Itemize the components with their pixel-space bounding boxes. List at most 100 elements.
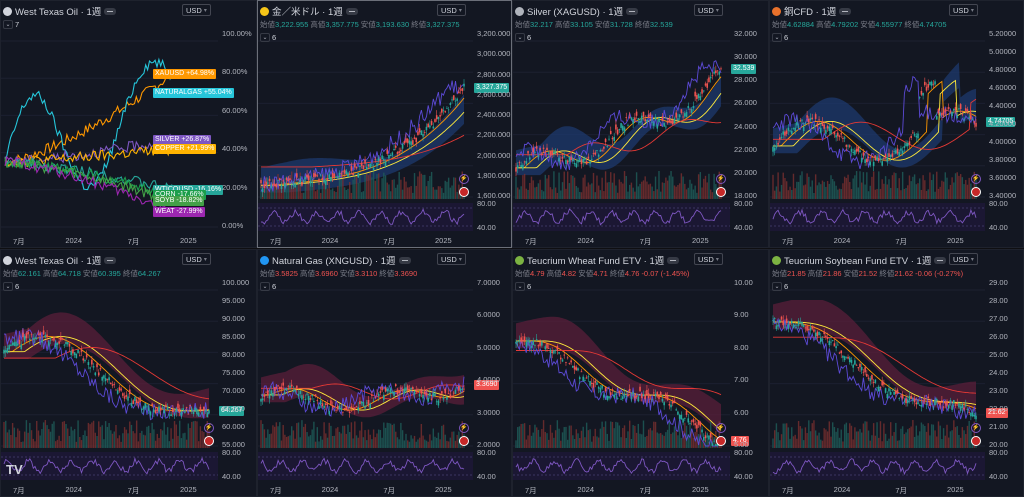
- chart-header[interactable]: Teucrium Wheat Fund ETV · 1週: [515, 253, 680, 267]
- symbol-title[interactable]: Silver (XAGUSD) · 1週: [527, 7, 624, 18]
- candle-body: [461, 88, 464, 91]
- flag-event-icon[interactable]: [971, 187, 981, 197]
- time-axis-label: 2024: [65, 485, 83, 494]
- chart-canvas[interactable]: [770, 250, 1024, 497]
- lightning-event-icon[interactable]: ⚡: [204, 423, 214, 433]
- collapse-legend-button[interactable]: [667, 256, 680, 264]
- volume-bar: [347, 188, 349, 199]
- currency-select[interactable]: USD ▾: [437, 4, 466, 16]
- compare-line-corn: [4, 156, 173, 199]
- chart-panel-wti-compare[interactable]: XAUUSD +64.98% NATURALGAS +55.04% SILVER +…: [0, 0, 257, 248]
- chart-canvas[interactable]: [513, 250, 769, 497]
- flag-event-icon[interactable]: [716, 436, 726, 446]
- symbol-title[interactable]: West Texas Oil · 1週: [15, 7, 102, 18]
- chart-panel-silver[interactable]: 32.539 ⚡ 80.00 40.00 32.000 30.000 28.000 26.00…: [512, 0, 769, 248]
- chevron-down-icon[interactable]: ⌄: [515, 32, 525, 42]
- lightning-event-icon[interactable]: ⚡: [459, 174, 469, 184]
- indicators-toggle[interactable]: ⌄ 6: [772, 281, 788, 291]
- collapse-legend-button[interactable]: [934, 256, 947, 264]
- symbol-title[interactable]: 金／米ドル · 1週: [272, 7, 343, 18]
- time-axis-label: 7月: [13, 486, 25, 495]
- flag-event-icon[interactable]: [716, 187, 726, 197]
- candle-body: [663, 402, 665, 406]
- flag-event-icon[interactable]: [971, 436, 981, 446]
- lightning-event-icon[interactable]: ⚡: [971, 174, 981, 184]
- chart-header[interactable]: Teucrium Soybean Fund ETV · 1週: [772, 253, 947, 267]
- candle-body: [111, 384, 114, 386]
- symbol-title[interactable]: West Texas Oil · 1週: [15, 256, 102, 267]
- chart-canvas[interactable]: [770, 1, 1024, 248]
- chart-canvas[interactable]: [258, 1, 512, 248]
- candle-body: [594, 380, 597, 383]
- collapse-legend-button[interactable]: [398, 256, 411, 264]
- collapse-legend-button[interactable]: [839, 7, 852, 15]
- oscillator-axis-label: 40.00: [477, 472, 496, 481]
- chart-header[interactable]: Natural Gas (XNGUSD) · 1週: [260, 253, 411, 267]
- flag-event-icon[interactable]: [204, 436, 214, 446]
- chevron-down-icon[interactable]: ⌄: [3, 19, 13, 29]
- lightning-event-icon[interactable]: ⚡: [459, 423, 469, 433]
- indicators-toggle[interactable]: ⌄ 6: [260, 32, 276, 42]
- indicators-toggle[interactable]: ⌄ 6: [515, 281, 531, 291]
- lightning-event-icon[interactable]: ⚡: [716, 174, 726, 184]
- symbol-title[interactable]: 銅CFD · 1週: [784, 7, 837, 18]
- flag-event-icon[interactable]: [459, 187, 469, 197]
- chart-panel-weat[interactable]: 4.76 ⚡ 80.00 40.00 10.00 9.00 8.00 7.00 6.00 5.00…: [512, 249, 769, 497]
- currency-select[interactable]: USD ▾: [437, 253, 466, 265]
- chevron-down-icon[interactable]: ⌄: [260, 32, 270, 42]
- chart-header[interactable]: West Texas Oil · 1週: [3, 4, 117, 18]
- chart-canvas[interactable]: [1, 1, 257, 248]
- indicators-toggle[interactable]: ⌄ 6: [515, 32, 531, 42]
- collapse-legend-button[interactable]: [104, 256, 117, 264]
- candle-body: [963, 118, 965, 120]
- symbol-title[interactable]: Natural Gas (XNGUSD) · 1週: [272, 256, 396, 267]
- candle-body: [261, 398, 264, 401]
- currency-select[interactable]: USD ▾: [182, 4, 211, 16]
- collapse-legend-button[interactable]: [104, 7, 117, 15]
- volume-bar: [407, 440, 409, 448]
- ohlc-value: 3,357.775: [325, 20, 359, 29]
- time-axis-label: 2025: [180, 485, 197, 494]
- collapse-legend-button[interactable]: [626, 7, 639, 15]
- chart-header[interactable]: Silver (XAGUSD) · 1週: [515, 4, 639, 18]
- chevron-down-icon[interactable]: ⌄: [3, 281, 13, 291]
- collapse-legend-button[interactable]: [345, 7, 358, 15]
- chart-header[interactable]: West Texas Oil · 1週: [3, 253, 117, 267]
- indicator-count: 6: [784, 32, 789, 42]
- currency-select[interactable]: USD ▾: [694, 253, 723, 265]
- chevron-down-icon[interactable]: ⌄: [515, 281, 525, 291]
- volume-bar: [425, 186, 428, 199]
- currency-select[interactable]: USD ▾: [182, 253, 211, 265]
- chart-header[interactable]: 金／米ドル · 1週: [260, 4, 358, 18]
- indicators-toggle[interactable]: ⌄ 6: [3, 281, 19, 291]
- chart-panel-wti[interactable]: 64.267 ⚡ 80.00 40.00 100.000 95.000 90.000 85.0…: [0, 249, 257, 497]
- tradingview-logo[interactable]: TV: [6, 462, 23, 477]
- candle-body: [973, 121, 976, 123]
- volume-bar: [961, 427, 964, 448]
- chart-panel-natgas[interactable]: 3.3690 ⚡ 80.00 40.00 7.0000 6.0000 5.0000 4.000…: [257, 249, 512, 497]
- indicators-toggle[interactable]: ⌄ 7: [3, 19, 19, 29]
- ohlc-label: 終値: [411, 20, 427, 29]
- lightning-event-icon[interactable]: ⚡: [716, 423, 726, 433]
- currency-select[interactable]: USD ▾: [949, 253, 978, 265]
- symbol-title[interactable]: Teucrium Soybean Fund ETV · 1週: [784, 256, 932, 267]
- symbol-title[interactable]: Teucrium Wheat Fund ETV · 1週: [527, 256, 665, 267]
- volume-bar: [891, 175, 894, 199]
- chart-panel-copper[interactable]: 4.74705 ⚡ 80.00 40.00 5.20000 5.00000 4.80000 4…: [769, 0, 1024, 248]
- chart-canvas[interactable]: [1, 250, 257, 497]
- chart-panel-gold[interactable]: 3,327.375 ⚡ 80.00 40.00 3,200.000 3,000.000 2,…: [257, 0, 512, 248]
- chart-header[interactable]: 銅CFD · 1週: [772, 4, 852, 18]
- chevron-down-icon[interactable]: ⌄: [772, 32, 782, 42]
- currency-select[interactable]: USD ▾: [949, 4, 978, 16]
- chart-panel-soyb[interactable]: 21.62 ⚡ 80.00 40.00 29.00 28.00 27.00 26.00 25.0…: [769, 249, 1024, 497]
- volume-bar: [886, 440, 888, 448]
- lightning-event-icon[interactable]: ⚡: [971, 423, 981, 433]
- chart-canvas[interactable]: [258, 250, 512, 497]
- chevron-down-icon[interactable]: ⌄: [260, 281, 270, 291]
- chevron-down-icon[interactable]: ⌄: [772, 281, 782, 291]
- chart-canvas[interactable]: [513, 1, 769, 248]
- currency-select[interactable]: USD ▾: [694, 4, 723, 16]
- indicators-toggle[interactable]: ⌄ 6: [772, 32, 788, 42]
- flag-event-icon[interactable]: [459, 436, 469, 446]
- indicators-toggle[interactable]: ⌄ 6: [260, 281, 276, 291]
